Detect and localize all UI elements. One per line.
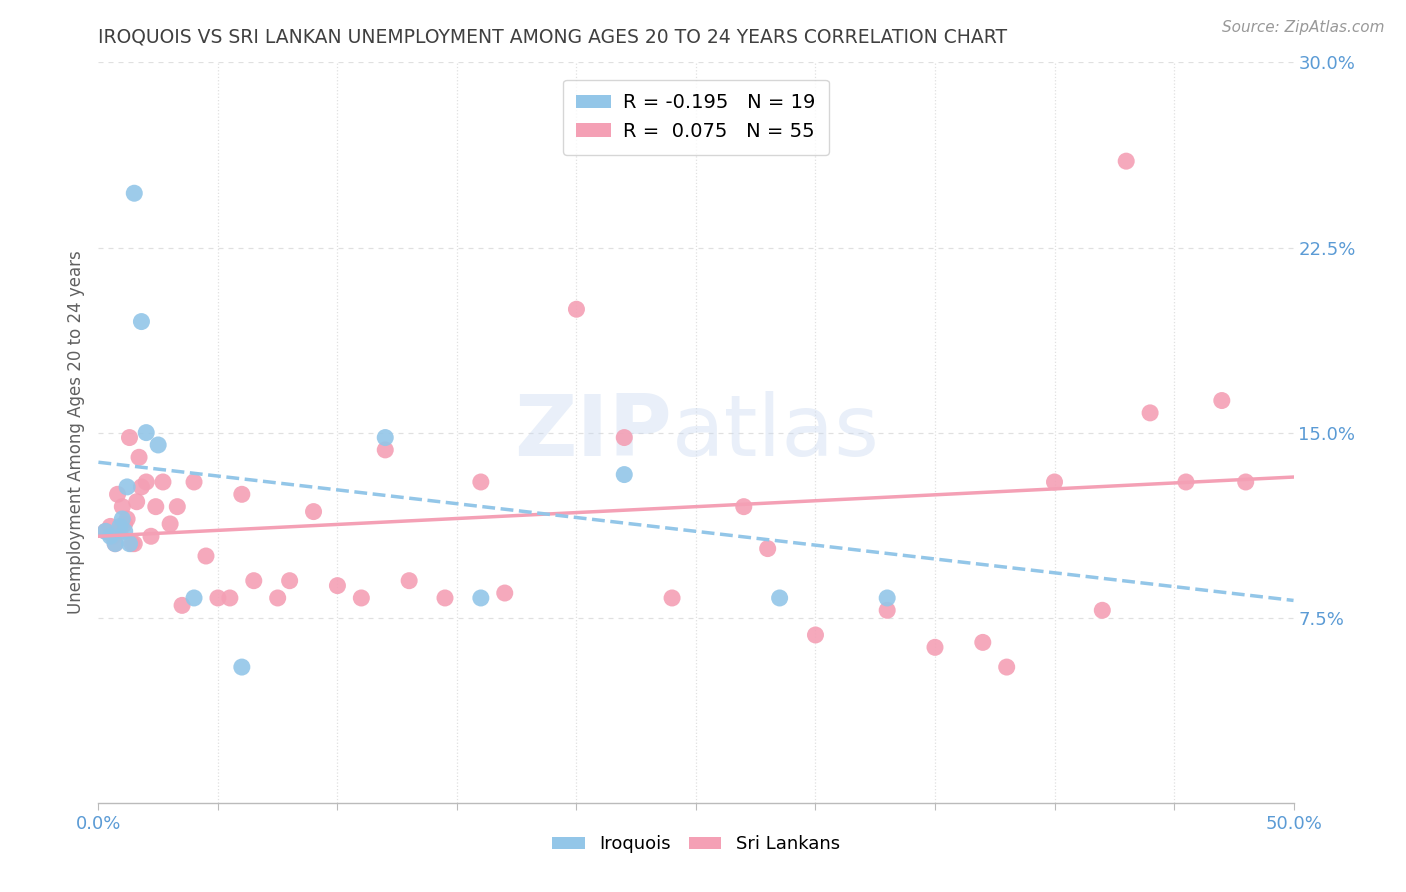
Point — [128, 450, 150, 465]
Legend: Iroquois, Sri Lankans: Iroquois, Sri Lankans — [546, 828, 846, 861]
Point — [148, 438, 170, 452]
Point — [114, 516, 136, 531]
Point — [115, 512, 138, 526]
Point — [98, 529, 122, 543]
Point — [183, 475, 205, 489]
Point — [135, 475, 157, 489]
Point — [183, 591, 205, 605]
Point — [1175, 475, 1198, 489]
Point — [121, 536, 143, 550]
Point — [565, 302, 588, 317]
Point — [398, 574, 420, 588]
Point — [995, 660, 1018, 674]
Point — [1139, 406, 1161, 420]
Point — [231, 487, 253, 501]
Point — [876, 603, 898, 617]
Point — [114, 524, 136, 539]
Text: IROQUOIS VS SRI LANKAN UNEMPLOYMENT AMONG AGES 20 TO 24 YEARS CORRELATION CHART: IROQUOIS VS SRI LANKAN UNEMPLOYMENT AMON… — [98, 28, 1008, 47]
Point — [661, 591, 683, 605]
Point — [374, 431, 396, 445]
Point — [125, 494, 148, 508]
Y-axis label: Unemployment Among Ages 20 to 24 years: Unemployment Among Ages 20 to 24 years — [66, 251, 84, 615]
Point — [613, 467, 636, 482]
Point — [118, 536, 141, 550]
Point — [104, 536, 127, 550]
Point — [219, 591, 242, 605]
Point — [108, 524, 131, 539]
Point — [1091, 603, 1114, 617]
Text: ZIP: ZIP — [515, 391, 672, 475]
Point — [101, 529, 124, 543]
Point — [139, 529, 162, 543]
Point — [195, 549, 218, 563]
Point — [613, 431, 636, 445]
Point — [111, 500, 134, 514]
Point — [94, 524, 117, 539]
Point — [131, 480, 153, 494]
Point — [876, 591, 898, 605]
Point — [108, 519, 131, 533]
Point — [374, 442, 396, 457]
Point — [302, 505, 325, 519]
Point — [804, 628, 827, 642]
Point — [470, 475, 492, 489]
Point — [278, 574, 301, 588]
Point — [135, 425, 157, 440]
Point — [733, 500, 755, 514]
Point — [104, 536, 127, 550]
Point — [494, 586, 516, 600]
Point — [1211, 393, 1233, 408]
Point — [172, 599, 194, 613]
Point — [768, 591, 790, 605]
Point — [972, 635, 994, 649]
Point — [434, 591, 457, 605]
Point — [1234, 475, 1257, 489]
Point — [470, 591, 492, 605]
Point — [166, 500, 188, 514]
Text: atlas: atlas — [672, 391, 880, 475]
Point — [124, 186, 146, 201]
Point — [924, 640, 946, 655]
Point — [111, 512, 134, 526]
Point — [131, 314, 153, 328]
Point — [243, 574, 266, 588]
Point — [94, 524, 117, 539]
Point — [118, 431, 141, 445]
Point — [350, 591, 373, 605]
Point — [207, 591, 229, 605]
Point — [267, 591, 290, 605]
Point — [98, 519, 122, 533]
Point — [124, 536, 146, 550]
Point — [107, 487, 129, 501]
Point — [326, 579, 349, 593]
Point — [115, 480, 138, 494]
Point — [1043, 475, 1066, 489]
Point — [145, 500, 167, 514]
Point — [1115, 154, 1137, 169]
Point — [159, 516, 181, 531]
Point — [756, 541, 779, 556]
Text: Source: ZipAtlas.com: Source: ZipAtlas.com — [1222, 20, 1385, 35]
Point — [152, 475, 174, 489]
Point — [231, 660, 253, 674]
